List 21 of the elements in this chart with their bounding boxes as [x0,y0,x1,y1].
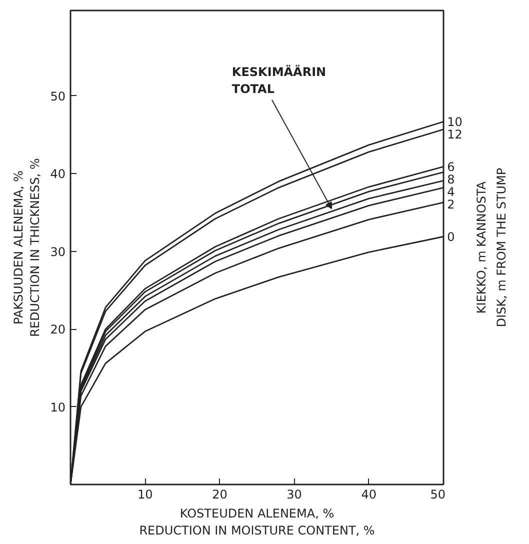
series-label: 2 [447,197,455,212]
y-tick-label: 30 [50,244,66,259]
y-tick-label: 10 [50,400,66,414]
x-tick-label: 20 [212,488,228,502]
y-tick-label: 20 [50,322,66,337]
x-axis-title: KOSTEUDEN ALENEMA, % REDUCTION IN MOISTURE CONTENT, % [139,506,375,538]
legend-title: KIEKKO, m KANNOSTA DISK, m FROM THE STUMP [474,168,508,328]
series-label: 12 [447,128,462,142]
series-label: 6 [447,160,455,174]
x-tick-label: 30 [286,488,302,502]
x-tick-label: 40 [361,488,377,502]
series-label: 0 [447,230,455,244]
y-tick-label: 40 [50,167,66,182]
x-tick-label: 10 [137,488,153,502]
series-label: 8 [447,172,455,187]
annotation: KESKIMÄÄRIN TOTAL [232,64,326,96]
y-axis-title: PAKSUUDEN ALENEMA, % REDUCTION IN THICKNESS, % [11,158,42,337]
y-tick-label: 50 [50,89,66,104]
series-label: 4 [447,185,455,200]
series-label: 10 [447,115,462,130]
x-tick-label: 50 [430,488,446,502]
